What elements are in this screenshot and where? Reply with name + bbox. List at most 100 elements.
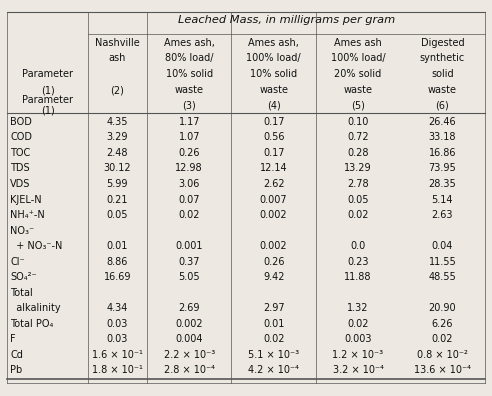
Text: (5): (5) <box>351 101 365 111</box>
Text: alkalinity: alkalinity <box>10 303 61 313</box>
Text: 1.17: 1.17 <box>179 117 200 127</box>
Text: 0.10: 0.10 <box>347 117 369 127</box>
Text: 8.86: 8.86 <box>107 257 128 267</box>
Text: 2.97: 2.97 <box>263 303 284 313</box>
Text: 0.02: 0.02 <box>347 319 369 329</box>
Text: 20% solid: 20% solid <box>335 69 382 79</box>
Text: 2.63: 2.63 <box>431 210 453 220</box>
Text: 0.001: 0.001 <box>176 241 203 251</box>
Text: 0.002: 0.002 <box>260 210 287 220</box>
Text: 13.6 × 10⁻⁴: 13.6 × 10⁻⁴ <box>414 366 471 375</box>
Text: 10% solid: 10% solid <box>166 69 213 79</box>
Text: Cl⁻: Cl⁻ <box>10 257 25 267</box>
Text: 11.88: 11.88 <box>344 272 372 282</box>
Text: 0.21: 0.21 <box>107 194 128 204</box>
Text: 1.07: 1.07 <box>179 132 200 142</box>
Text: 2.8 × 10⁻⁴: 2.8 × 10⁻⁴ <box>164 366 215 375</box>
Text: 0.01: 0.01 <box>263 319 284 329</box>
Text: F: F <box>10 334 16 345</box>
Text: 30.12: 30.12 <box>104 164 131 173</box>
Text: 12.14: 12.14 <box>260 164 287 173</box>
Text: 0.03: 0.03 <box>107 319 128 329</box>
Text: 0.17: 0.17 <box>263 148 284 158</box>
Text: + NO₃⁻-N: + NO₃⁻-N <box>10 241 62 251</box>
Text: 16.69: 16.69 <box>104 272 131 282</box>
Text: 0.002: 0.002 <box>176 319 203 329</box>
Text: 0.05: 0.05 <box>107 210 128 220</box>
Text: 100% load/: 100% load/ <box>246 53 301 63</box>
Text: 5.14: 5.14 <box>431 194 453 204</box>
Text: 0.02: 0.02 <box>347 210 369 220</box>
Text: Cd: Cd <box>10 350 23 360</box>
Text: TOC: TOC <box>10 148 31 158</box>
Text: 1.2 × 10⁻³: 1.2 × 10⁻³ <box>333 350 384 360</box>
Text: 0.05: 0.05 <box>347 194 369 204</box>
Text: 1.8 × 10⁻¹: 1.8 × 10⁻¹ <box>92 366 143 375</box>
Text: (1): (1) <box>41 85 55 95</box>
Text: 10% solid: 10% solid <box>250 69 297 79</box>
Text: synthetic: synthetic <box>420 53 465 63</box>
Text: solid: solid <box>431 69 454 79</box>
Text: 0.03: 0.03 <box>107 334 128 345</box>
Text: 5.1 × 10⁻³: 5.1 × 10⁻³ <box>248 350 299 360</box>
Text: 1.32: 1.32 <box>347 303 369 313</box>
Text: Digested: Digested <box>421 38 464 48</box>
Text: 33.18: 33.18 <box>429 132 456 142</box>
Text: 3.06: 3.06 <box>179 179 200 189</box>
Text: 5.99: 5.99 <box>107 179 128 189</box>
Text: 11.55: 11.55 <box>429 257 456 267</box>
Text: 2.69: 2.69 <box>179 303 200 313</box>
Text: 0.003: 0.003 <box>344 334 372 345</box>
Text: (6): (6) <box>435 101 449 111</box>
Text: waste: waste <box>175 85 204 95</box>
Text: 0.04: 0.04 <box>432 241 453 251</box>
Text: waste: waste <box>259 85 288 95</box>
Text: COD: COD <box>10 132 32 142</box>
Text: 20.90: 20.90 <box>429 303 456 313</box>
Text: 0.26: 0.26 <box>179 148 200 158</box>
Text: Nashville: Nashville <box>95 38 140 48</box>
Text: NH₄⁺-N: NH₄⁺-N <box>10 210 45 220</box>
Text: (3): (3) <box>183 101 196 111</box>
Text: 80% load/: 80% load/ <box>165 53 214 63</box>
Text: VDS: VDS <box>10 179 31 189</box>
Text: 0.28: 0.28 <box>347 148 369 158</box>
Text: 26.46: 26.46 <box>429 117 456 127</box>
Text: 0.02: 0.02 <box>263 334 284 345</box>
Text: 28.35: 28.35 <box>429 179 456 189</box>
Text: 4.2 × 10⁻⁴: 4.2 × 10⁻⁴ <box>248 366 299 375</box>
Text: SO₄²⁻: SO₄²⁻ <box>10 272 37 282</box>
Text: 6.26: 6.26 <box>431 319 453 329</box>
Text: 0.17: 0.17 <box>263 117 284 127</box>
Text: 73.95: 73.95 <box>429 164 456 173</box>
Text: (1): (1) <box>41 106 55 116</box>
Text: 2.48: 2.48 <box>107 148 128 158</box>
Text: TDS: TDS <box>10 164 30 173</box>
Text: 0.01: 0.01 <box>107 241 128 251</box>
Text: waste: waste <box>343 85 372 95</box>
Text: 12.98: 12.98 <box>176 164 203 173</box>
Text: 4.35: 4.35 <box>107 117 128 127</box>
Text: ash: ash <box>109 53 126 63</box>
Text: 0.0: 0.0 <box>350 241 366 251</box>
Text: (2): (2) <box>111 85 124 95</box>
Text: 0.004: 0.004 <box>176 334 203 345</box>
Text: 0.02: 0.02 <box>179 210 200 220</box>
Text: Total PO₄: Total PO₄ <box>10 319 54 329</box>
Text: Ames ash: Ames ash <box>334 38 382 48</box>
Text: Parameter: Parameter <box>22 69 73 79</box>
Text: 0.56: 0.56 <box>263 132 284 142</box>
Text: waste: waste <box>428 85 457 95</box>
Text: 0.002: 0.002 <box>260 241 287 251</box>
Text: Ames ash,: Ames ash, <box>248 38 299 48</box>
Text: 3.29: 3.29 <box>107 132 128 142</box>
Text: 0.72: 0.72 <box>347 132 369 142</box>
Text: 9.42: 9.42 <box>263 272 284 282</box>
Text: NO₃⁻: NO₃⁻ <box>10 226 34 236</box>
Text: 48.55: 48.55 <box>429 272 456 282</box>
Text: 0.8 × 10⁻²: 0.8 × 10⁻² <box>417 350 468 360</box>
Text: (4): (4) <box>267 101 280 111</box>
Text: 2.78: 2.78 <box>347 179 369 189</box>
Text: 0.37: 0.37 <box>179 257 200 267</box>
Text: 0.23: 0.23 <box>347 257 369 267</box>
